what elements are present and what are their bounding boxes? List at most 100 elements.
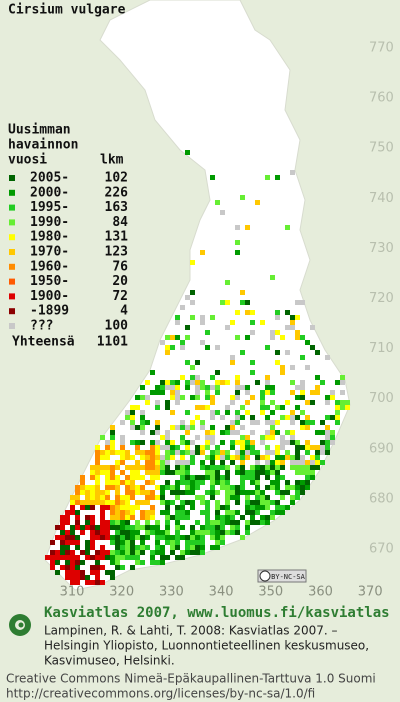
occurrence-square [195, 395, 200, 400]
occurrence-square [130, 415, 135, 420]
occurrence-square [105, 450, 110, 455]
occurrence-square [210, 495, 215, 500]
occurrence-square [165, 505, 170, 510]
occurrence-square [225, 405, 230, 410]
occurrence-square [265, 500, 270, 505]
occurrence-square [160, 485, 165, 490]
occurrence-square [190, 440, 195, 445]
occurrence-square [315, 390, 320, 395]
occurrence-square [65, 555, 70, 560]
occurrence-square [155, 545, 160, 550]
occurrence-square [215, 200, 220, 205]
occurrence-square [125, 480, 130, 485]
grid-y-label: 750 [369, 141, 394, 156]
occurrence-square [185, 475, 190, 480]
occurrence-square [170, 450, 175, 455]
occurrence-square [340, 405, 345, 410]
occurrence-square [225, 495, 230, 500]
occurrence-square [275, 465, 280, 470]
occurrence-square [175, 485, 180, 490]
occurrence-square [55, 525, 60, 530]
occurrence-square [250, 310, 255, 315]
occurrence-square [300, 390, 305, 395]
occurrence-square [205, 490, 210, 495]
occurrence-square [215, 455, 220, 460]
occurrence-square [295, 490, 300, 495]
occurrence-square [130, 485, 135, 490]
occurrence-square [270, 435, 275, 440]
occurrence-square [235, 440, 240, 445]
occurrence-square [185, 410, 190, 415]
occurrence-square [295, 415, 300, 420]
occurrence-square [265, 390, 270, 395]
occurrence-square [225, 410, 230, 415]
occurrence-square [140, 535, 145, 540]
occurrence-square [260, 490, 265, 495]
occurrence-square [110, 480, 115, 485]
occurrence-square [70, 560, 75, 565]
occurrence-square [300, 490, 305, 495]
occurrence-square [170, 385, 175, 390]
occurrence-square [95, 455, 100, 460]
occurrence-square [225, 500, 230, 505]
occurrence-square [245, 410, 250, 415]
occurrence-square [80, 575, 85, 580]
occurrence-square [100, 490, 105, 495]
occurrence-square [60, 530, 65, 535]
occurrence-square [310, 455, 315, 460]
occurrence-square [180, 345, 185, 350]
occurrence-square [115, 475, 120, 480]
occurrence-square [265, 420, 270, 425]
occurrence-square [145, 495, 150, 500]
occurrence-square [130, 555, 135, 560]
occurrence-square [155, 550, 160, 555]
legend-swatch [9, 293, 15, 300]
occurrence-square [70, 495, 75, 500]
occurrence-square [80, 570, 85, 575]
occurrence-square [235, 530, 240, 535]
occurrence-square [285, 225, 290, 230]
occurrence-square [120, 545, 125, 550]
occurrence-square [210, 400, 215, 405]
occurrence-square [130, 540, 135, 545]
occurrence-square [260, 470, 265, 475]
occurrence-square [220, 380, 225, 385]
occurrence-square [270, 465, 275, 470]
occurrence-square [130, 420, 135, 425]
occurrence-square [210, 440, 215, 445]
occurrence-square [60, 545, 65, 550]
occurrence-square [235, 410, 240, 415]
occurrence-square [290, 380, 295, 385]
legend-count: 131 [105, 230, 129, 245]
occurrence-square [215, 410, 220, 415]
occurrence-square [340, 380, 345, 385]
occurrence-square [230, 400, 235, 405]
occurrence-square [165, 405, 170, 410]
occurrence-square [145, 530, 150, 535]
occurrence-square [245, 300, 250, 305]
occurrence-square [260, 515, 265, 520]
occurrence-square [165, 400, 170, 405]
occurrence-square [245, 520, 250, 525]
occurrence-square [130, 425, 135, 430]
cc-icon [259, 570, 271, 582]
occurrence-square [80, 500, 85, 505]
occurrence-square [75, 500, 80, 505]
occurrence-square [340, 390, 345, 395]
occurrence-square [195, 480, 200, 485]
occurrence-square [260, 435, 265, 440]
occurrence-square [145, 520, 150, 525]
occurrence-square [275, 450, 280, 455]
occurrence-square [220, 540, 225, 545]
occurrence-square [65, 520, 70, 525]
occurrence-square [200, 315, 205, 320]
occurrence-square [180, 435, 185, 440]
occurrence-square [100, 500, 105, 505]
occurrence-square [305, 460, 310, 465]
occurrence-square [120, 420, 125, 425]
occurrence-square [240, 405, 245, 410]
occurrence-square [270, 330, 275, 335]
occurrence-square [85, 540, 90, 545]
occurrence-square [195, 360, 200, 365]
occurrence-square [215, 480, 220, 485]
